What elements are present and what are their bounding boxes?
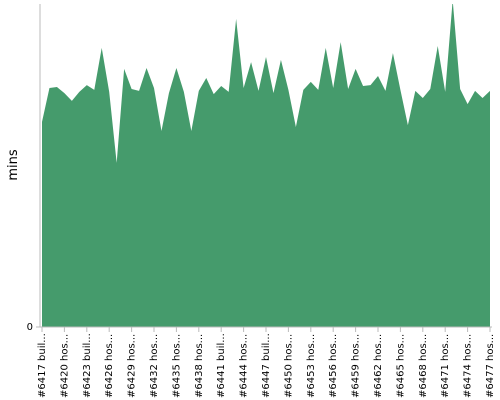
x-tick-label: #6435 hos... bbox=[171, 334, 182, 398]
x-tick-label: #6456 hos... bbox=[328, 334, 339, 398]
x-tick-label: #6468 hos... bbox=[418, 334, 429, 398]
x-tick-label: #6441 buil... bbox=[216, 333, 227, 398]
x-tick-label: #6462 hos... bbox=[373, 334, 384, 398]
plot-area bbox=[42, 4, 490, 327]
x-tick-label: #6471 hos... bbox=[440, 334, 451, 398]
x-tick-label: #6453 hos... bbox=[306, 334, 317, 398]
x-tick-label: #6447 buil... bbox=[261, 333, 272, 398]
x-tick-label: #6417 buil... bbox=[37, 333, 48, 398]
x-tick-label: #6477 hos... bbox=[485, 334, 496, 398]
x-tick-label: #6420 hos... bbox=[59, 334, 70, 398]
x-tick-label: #6432 hos... bbox=[149, 334, 160, 398]
x-tick-label: #6450 hos... bbox=[283, 334, 294, 398]
y-tick-label: 0 bbox=[27, 322, 33, 333]
y-axis-title: mins bbox=[6, 149, 21, 181]
x-tick-label: #6444 hos... bbox=[239, 334, 250, 398]
x-tick-label: #6423 buil... bbox=[82, 333, 93, 398]
x-tick-label: #6429 hos... bbox=[127, 334, 138, 398]
x-tick-label: #6438 hos... bbox=[194, 334, 205, 398]
x-tick-label: #6465 hos... bbox=[395, 334, 406, 398]
area bbox=[42, 4, 490, 327]
x-tick-label: #6459 hos... bbox=[351, 334, 362, 398]
x-tick-label: #6426 hos... bbox=[104, 334, 115, 398]
x-tick-label: #6474 hos... bbox=[463, 334, 474, 398]
